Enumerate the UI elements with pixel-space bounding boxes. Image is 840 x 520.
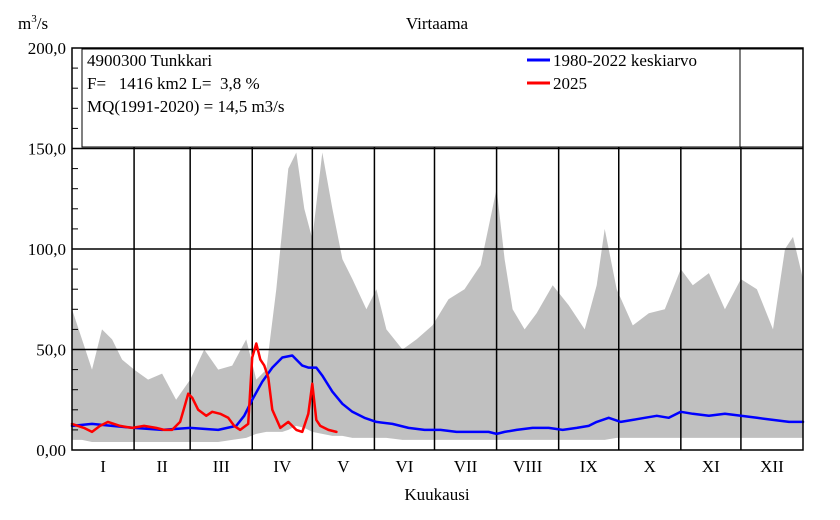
series-layer — [70, 342, 805, 436]
station-name: 4900300 Tunkkari — [87, 51, 212, 70]
y-axis-label: m3/s — [18, 13, 48, 33]
range-band-area — [72, 152, 803, 442]
range-band-layer — [72, 152, 803, 442]
legend-label-mean: 1980-2022 keskiarvo — [553, 51, 697, 70]
chart-title: Virtaama — [406, 14, 469, 33]
legend-label-2025: 2025 — [553, 74, 587, 93]
y-tick-label: 100,0 — [28, 240, 66, 259]
month-label: XII — [760, 457, 784, 476]
y-tick-label: 50,0 — [36, 341, 66, 360]
plot-frame — [71, 47, 804, 451]
series-line-mean — [70, 354, 805, 436]
month-label: VI — [395, 457, 413, 476]
month-label: I — [100, 457, 106, 476]
month-label: IX — [580, 457, 598, 476]
month-label: IV — [273, 457, 292, 476]
x-axis-label: Kuukausi — [404, 485, 469, 504]
info-box-background — [81, 48, 804, 148]
month-label: VII — [454, 457, 478, 476]
y-tick-label: 200,0 — [28, 39, 66, 58]
series-line-2025 — [70, 342, 338, 434]
y-tick-label: 150,0 — [28, 140, 66, 159]
month-label: III — [213, 457, 230, 476]
month-label: X — [644, 457, 656, 476]
station-mean-flow: MQ(1991-2020) = 14,5 m3/s — [87, 97, 285, 116]
station-area: F= 1416 km2 L= 3,8 % — [87, 74, 260, 93]
month-label: XI — [702, 457, 720, 476]
month-label: VIII — [513, 457, 543, 476]
month-label: II — [156, 457, 168, 476]
month-label: V — [337, 457, 350, 476]
y-tick-label: 0,00 — [36, 441, 66, 460]
